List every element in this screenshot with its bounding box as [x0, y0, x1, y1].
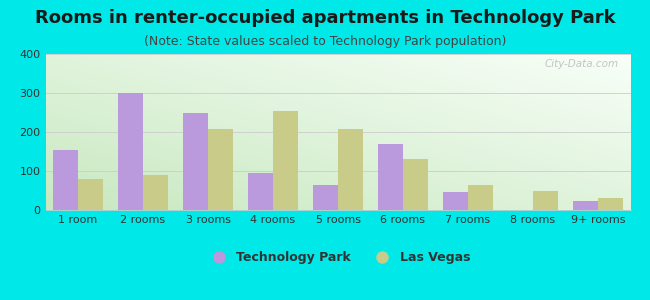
Bar	[273, 111, 298, 210]
Bar	[118, 93, 143, 210]
Bar	[533, 190, 558, 210]
Bar	[598, 197, 623, 210]
Bar	[443, 193, 468, 210]
Text: Rooms in renter-occupied apartments in Technology Park: Rooms in renter-occupied apartments in T…	[34, 9, 616, 27]
Bar	[143, 175, 168, 210]
Bar	[183, 112, 208, 210]
Bar	[53, 150, 78, 210]
Bar	[378, 144, 403, 210]
Bar	[208, 129, 233, 210]
Bar	[313, 184, 338, 210]
Bar	[248, 173, 273, 210]
Text: City-Data.com: City-Data.com	[545, 59, 619, 69]
Bar	[573, 201, 598, 210]
Bar	[468, 184, 493, 210]
Bar	[338, 129, 363, 210]
Bar	[78, 179, 103, 210]
Bar	[403, 159, 428, 210]
Text: (Note: State values scaled to Technology Park population): (Note: State values scaled to Technology…	[144, 34, 506, 47]
Legend: Technology Park, Las Vegas: Technology Park, Las Vegas	[201, 246, 475, 269]
